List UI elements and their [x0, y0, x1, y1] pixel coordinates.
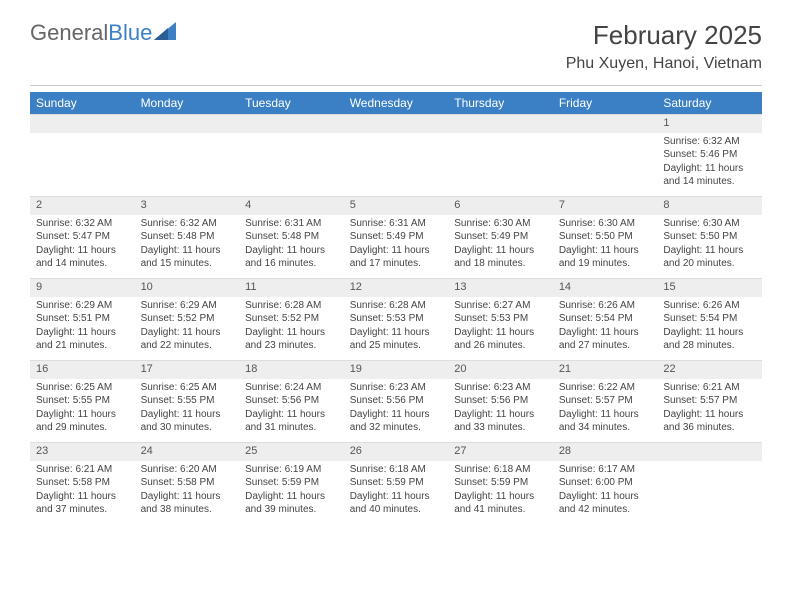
- day-number: [344, 115, 449, 133]
- day-number-row: 16171819202122: [30, 361, 762, 379]
- day-number: [135, 115, 240, 133]
- day-details: Sunrise: 6:21 AMSunset: 5:57 PMDaylight:…: [657, 379, 762, 443]
- weekday-header: Wednesday: [344, 92, 449, 115]
- location-label: Phu Xuyen, Hanoi, Vietnam: [566, 55, 762, 73]
- day-details: Sunrise: 6:18 AMSunset: 5:59 PMDaylight:…: [344, 461, 449, 525]
- weekday-header: Sunday: [30, 92, 135, 115]
- brand-part2: Blue: [108, 20, 152, 46]
- day-details: [553, 133, 658, 197]
- day-details: Sunrise: 6:29 AMSunset: 5:51 PMDaylight:…: [30, 297, 135, 361]
- day-number: 28: [553, 443, 658, 461]
- day-number-row: 9101112131415: [30, 279, 762, 297]
- day-details: [135, 133, 240, 197]
- day-details: Sunrise: 6:28 AMSunset: 5:53 PMDaylight:…: [344, 297, 449, 361]
- day-number: 26: [344, 443, 449, 461]
- day-number: 4: [239, 197, 344, 215]
- day-details: Sunrise: 6:25 AMSunset: 5:55 PMDaylight:…: [135, 379, 240, 443]
- day-details-row: Sunrise: 6:21 AMSunset: 5:58 PMDaylight:…: [30, 461, 762, 525]
- day-number: 24: [135, 443, 240, 461]
- day-number: 25: [239, 443, 344, 461]
- day-details: Sunrise: 6:26 AMSunset: 5:54 PMDaylight:…: [657, 297, 762, 361]
- day-number: [553, 115, 658, 133]
- day-details: Sunrise: 6:30 AMSunset: 5:50 PMDaylight:…: [553, 215, 658, 279]
- day-number: 11: [239, 279, 344, 297]
- day-details: Sunrise: 6:30 AMSunset: 5:49 PMDaylight:…: [448, 215, 553, 279]
- day-number: 14: [553, 279, 658, 297]
- day-number: 8: [657, 197, 762, 215]
- day-number: 15: [657, 279, 762, 297]
- day-number: 3: [135, 197, 240, 215]
- day-number: 9: [30, 279, 135, 297]
- day-details: Sunrise: 6:31 AMSunset: 5:49 PMDaylight:…: [344, 215, 449, 279]
- day-number: 27: [448, 443, 553, 461]
- day-number: [239, 115, 344, 133]
- day-details: Sunrise: 6:23 AMSunset: 5:56 PMDaylight:…: [448, 379, 553, 443]
- day-details: Sunrise: 6:19 AMSunset: 5:59 PMDaylight:…: [239, 461, 344, 525]
- day-number: 20: [448, 361, 553, 379]
- month-title: February 2025: [566, 20, 762, 51]
- day-number: 21: [553, 361, 658, 379]
- day-number: 17: [135, 361, 240, 379]
- day-details: Sunrise: 6:21 AMSunset: 5:58 PMDaylight:…: [30, 461, 135, 525]
- weekday-header: Saturday: [657, 92, 762, 115]
- day-number: 1: [657, 115, 762, 133]
- day-details: Sunrise: 6:20 AMSunset: 5:58 PMDaylight:…: [135, 461, 240, 525]
- day-number: 23: [30, 443, 135, 461]
- day-details: Sunrise: 6:31 AMSunset: 5:48 PMDaylight:…: [239, 215, 344, 279]
- day-details: Sunrise: 6:24 AMSunset: 5:56 PMDaylight:…: [239, 379, 344, 443]
- day-details: Sunrise: 6:22 AMSunset: 5:57 PMDaylight:…: [553, 379, 658, 443]
- day-details: [657, 461, 762, 525]
- day-details: Sunrise: 6:17 AMSunset: 6:00 PMDaylight:…: [553, 461, 658, 525]
- day-number: [30, 115, 135, 133]
- day-details-row: Sunrise: 6:32 AMSunset: 5:46 PMDaylight:…: [30, 133, 762, 197]
- calendar-table: Sunday Monday Tuesday Wednesday Thursday…: [30, 92, 762, 525]
- day-details: Sunrise: 6:30 AMSunset: 5:50 PMDaylight:…: [657, 215, 762, 279]
- day-number: [657, 443, 762, 461]
- calendar-body: 1Sunrise: 6:32 AMSunset: 5:46 PMDaylight…: [30, 115, 762, 525]
- weekday-header: Thursday: [448, 92, 553, 115]
- brand-logo: GeneralBlue: [30, 20, 176, 46]
- day-number: 7: [553, 197, 658, 215]
- day-number: 16: [30, 361, 135, 379]
- day-number-row: 232425262728: [30, 443, 762, 461]
- weekday-header: Tuesday: [239, 92, 344, 115]
- day-details-row: Sunrise: 6:25 AMSunset: 5:55 PMDaylight:…: [30, 379, 762, 443]
- header-divider: [30, 85, 762, 86]
- day-details: Sunrise: 6:32 AMSunset: 5:48 PMDaylight:…: [135, 215, 240, 279]
- weekday-header-row: Sunday Monday Tuesday Wednesday Thursday…: [30, 92, 762, 115]
- day-details: [239, 133, 344, 197]
- day-details: Sunrise: 6:27 AMSunset: 5:53 PMDaylight:…: [448, 297, 553, 361]
- day-number-row: 2345678: [30, 197, 762, 215]
- day-details: Sunrise: 6:23 AMSunset: 5:56 PMDaylight:…: [344, 379, 449, 443]
- day-details: Sunrise: 6:29 AMSunset: 5:52 PMDaylight:…: [135, 297, 240, 361]
- day-number: 12: [344, 279, 449, 297]
- day-details: [448, 133, 553, 197]
- day-details: Sunrise: 6:18 AMSunset: 5:59 PMDaylight:…: [448, 461, 553, 525]
- day-number: 22: [657, 361, 762, 379]
- day-number-row: 1: [30, 115, 762, 133]
- day-details: Sunrise: 6:26 AMSunset: 5:54 PMDaylight:…: [553, 297, 658, 361]
- day-details: Sunrise: 6:28 AMSunset: 5:52 PMDaylight:…: [239, 297, 344, 361]
- day-details-row: Sunrise: 6:32 AMSunset: 5:47 PMDaylight:…: [30, 215, 762, 279]
- day-details: [30, 133, 135, 197]
- day-details: Sunrise: 6:32 AMSunset: 5:46 PMDaylight:…: [657, 133, 762, 197]
- day-details-row: Sunrise: 6:29 AMSunset: 5:51 PMDaylight:…: [30, 297, 762, 361]
- day-details: Sunrise: 6:25 AMSunset: 5:55 PMDaylight:…: [30, 379, 135, 443]
- brand-part1: General: [30, 20, 108, 46]
- day-number: 2: [30, 197, 135, 215]
- day-details: Sunrise: 6:32 AMSunset: 5:47 PMDaylight:…: [30, 215, 135, 279]
- day-number: 6: [448, 197, 553, 215]
- page-header: GeneralBlue February 2025 Phu Xuyen, Han…: [0, 0, 792, 81]
- title-block: February 2025 Phu Xuyen, Hanoi, Vietnam: [566, 20, 762, 73]
- day-number: 5: [344, 197, 449, 215]
- weekday-header: Friday: [553, 92, 658, 115]
- day-number: 18: [239, 361, 344, 379]
- day-number: 13: [448, 279, 553, 297]
- day-number: [448, 115, 553, 133]
- day-number: 19: [344, 361, 449, 379]
- day-details: [344, 133, 449, 197]
- sail-icon: [154, 20, 176, 46]
- weekday-header: Monday: [135, 92, 240, 115]
- day-number: 10: [135, 279, 240, 297]
